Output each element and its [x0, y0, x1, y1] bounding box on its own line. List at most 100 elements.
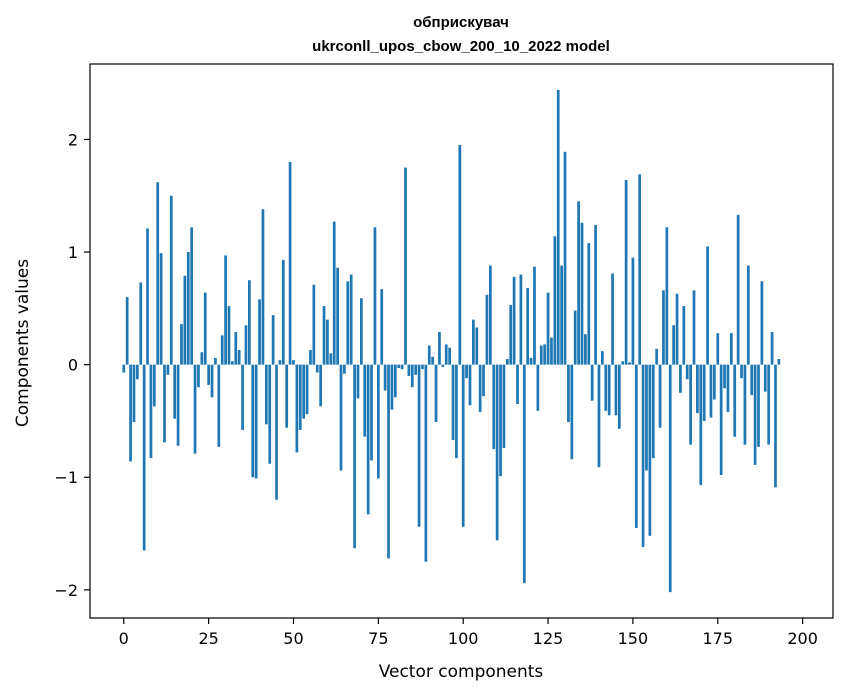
bar-component-155 [648, 364, 652, 536]
bar-component-39 [254, 364, 258, 479]
bar-component-23 [200, 352, 204, 365]
bar-component-167 [689, 364, 692, 445]
bar-component-86 [414, 364, 418, 375]
x-tick-label: 100 [448, 629, 479, 648]
bar-component-127 [553, 236, 557, 365]
bar-component-188 [760, 281, 764, 365]
bar-component-121 [533, 266, 536, 365]
bar-component-8 [149, 364, 153, 459]
bar-component-40 [258, 299, 261, 365]
bar-component-77 [383, 364, 387, 391]
bar-component-85 [410, 364, 414, 388]
bar-component-111 [499, 364, 502, 477]
bar-component-112 [502, 364, 506, 448]
bar-component-166 [685, 364, 689, 380]
bar-component-187 [757, 364, 760, 447]
bar-component-131 [567, 364, 570, 423]
bar-component-17 [180, 324, 183, 365]
bar-component-70 [360, 298, 363, 365]
bar-component-144 [611, 273, 614, 365]
bar-component-92 [434, 364, 438, 423]
bar-component-6 [142, 364, 146, 551]
bar-component-110 [495, 364, 499, 541]
bar-component-65 [343, 364, 346, 374]
bar-component-48 [285, 364, 289, 428]
bar-component-78 [387, 364, 390, 559]
bar-component-113 [505, 359, 509, 365]
bar-component-122 [536, 364, 540, 411]
bar-component-60 [326, 319, 329, 365]
bar-component-1 [125, 297, 129, 365]
bar-component-83 [404, 167, 407, 365]
bar-component-51 [295, 364, 299, 453]
bar-component-153 [641, 364, 645, 548]
bar-component-33 [234, 331, 238, 365]
bar-component-16 [176, 364, 180, 446]
bar-component-184 [746, 265, 750, 365]
bar-component-126 [550, 337, 553, 365]
bar-component-180 [733, 364, 737, 437]
bar-component-154 [645, 364, 648, 471]
chart-title-line1: обприскувач [413, 14, 509, 31]
bar-component-164 [679, 364, 682, 393]
bar-component-186 [753, 364, 757, 465]
bar-component-139 [594, 225, 597, 365]
bar-component-160 [665, 227, 669, 365]
bar-component-10 [156, 182, 160, 365]
bar-component-62 [332, 221, 336, 365]
bar-component-119 [526, 288, 530, 365]
bar-component-5 [139, 282, 143, 365]
bar-component-32 [231, 361, 234, 365]
bar-component-87 [417, 364, 421, 527]
bar-component-130 [563, 151, 567, 365]
bar-component-114 [509, 304, 513, 365]
bar-component-128 [556, 89, 560, 365]
bar-component-149 [628, 362, 631, 365]
bar-component-161 [668, 364, 672, 593]
chart-title-line2: ukrconll_upos_cbow_200_10_2022 model [312, 38, 610, 55]
bar-component-177 [723, 364, 726, 389]
bar-component-178 [726, 364, 730, 412]
y-tick-label: −2 [54, 581, 78, 600]
bar-component-120 [529, 357, 533, 365]
x-tick-label: 200 [787, 629, 818, 648]
bar-component-192 [774, 364, 777, 488]
bar-component-18 [183, 275, 187, 365]
bar-component-36 [244, 325, 248, 365]
bar-component-14 [169, 195, 173, 365]
bar-component-129 [560, 265, 563, 365]
bar-component-175 [716, 333, 720, 365]
bar-component-21 [193, 364, 197, 454]
x-axis-label: Vector components [379, 662, 544, 682]
bar-component-138 [590, 364, 594, 401]
bar-component-171 [702, 364, 706, 421]
bar-component-2 [129, 364, 132, 462]
x-tick-label: 125 [533, 629, 564, 648]
bar-component-31 [227, 306, 231, 365]
bar-component-146 [617, 364, 621, 429]
bar-component-165 [682, 306, 686, 365]
bar-component-104 [475, 327, 479, 365]
y-tick-label: 1 [68, 243, 78, 262]
bar-component-96 [448, 347, 451, 365]
bar-component-84 [407, 364, 411, 376]
bar-component-41 [261, 209, 265, 365]
bar-component-66 [346, 281, 350, 365]
bar-component-105 [478, 364, 482, 412]
bar-component-108 [488, 265, 492, 365]
bar-component-91 [431, 356, 435, 365]
bar-component-103 [472, 319, 475, 365]
bar-component-72 [366, 364, 370, 515]
bar-component-49 [288, 161, 292, 365]
bar-component-3 [132, 364, 136, 423]
bar-component-145 [614, 364, 618, 416]
bar-component-95 [444, 344, 448, 365]
bar-component-38 [251, 364, 255, 478]
bar-component-4 [135, 364, 139, 380]
bar-component-133 [573, 310, 577, 365]
bar-component-150 [631, 257, 635, 365]
bar-component-64 [339, 364, 343, 471]
bar-component-59 [322, 306, 326, 365]
bar-component-50 [292, 360, 295, 365]
